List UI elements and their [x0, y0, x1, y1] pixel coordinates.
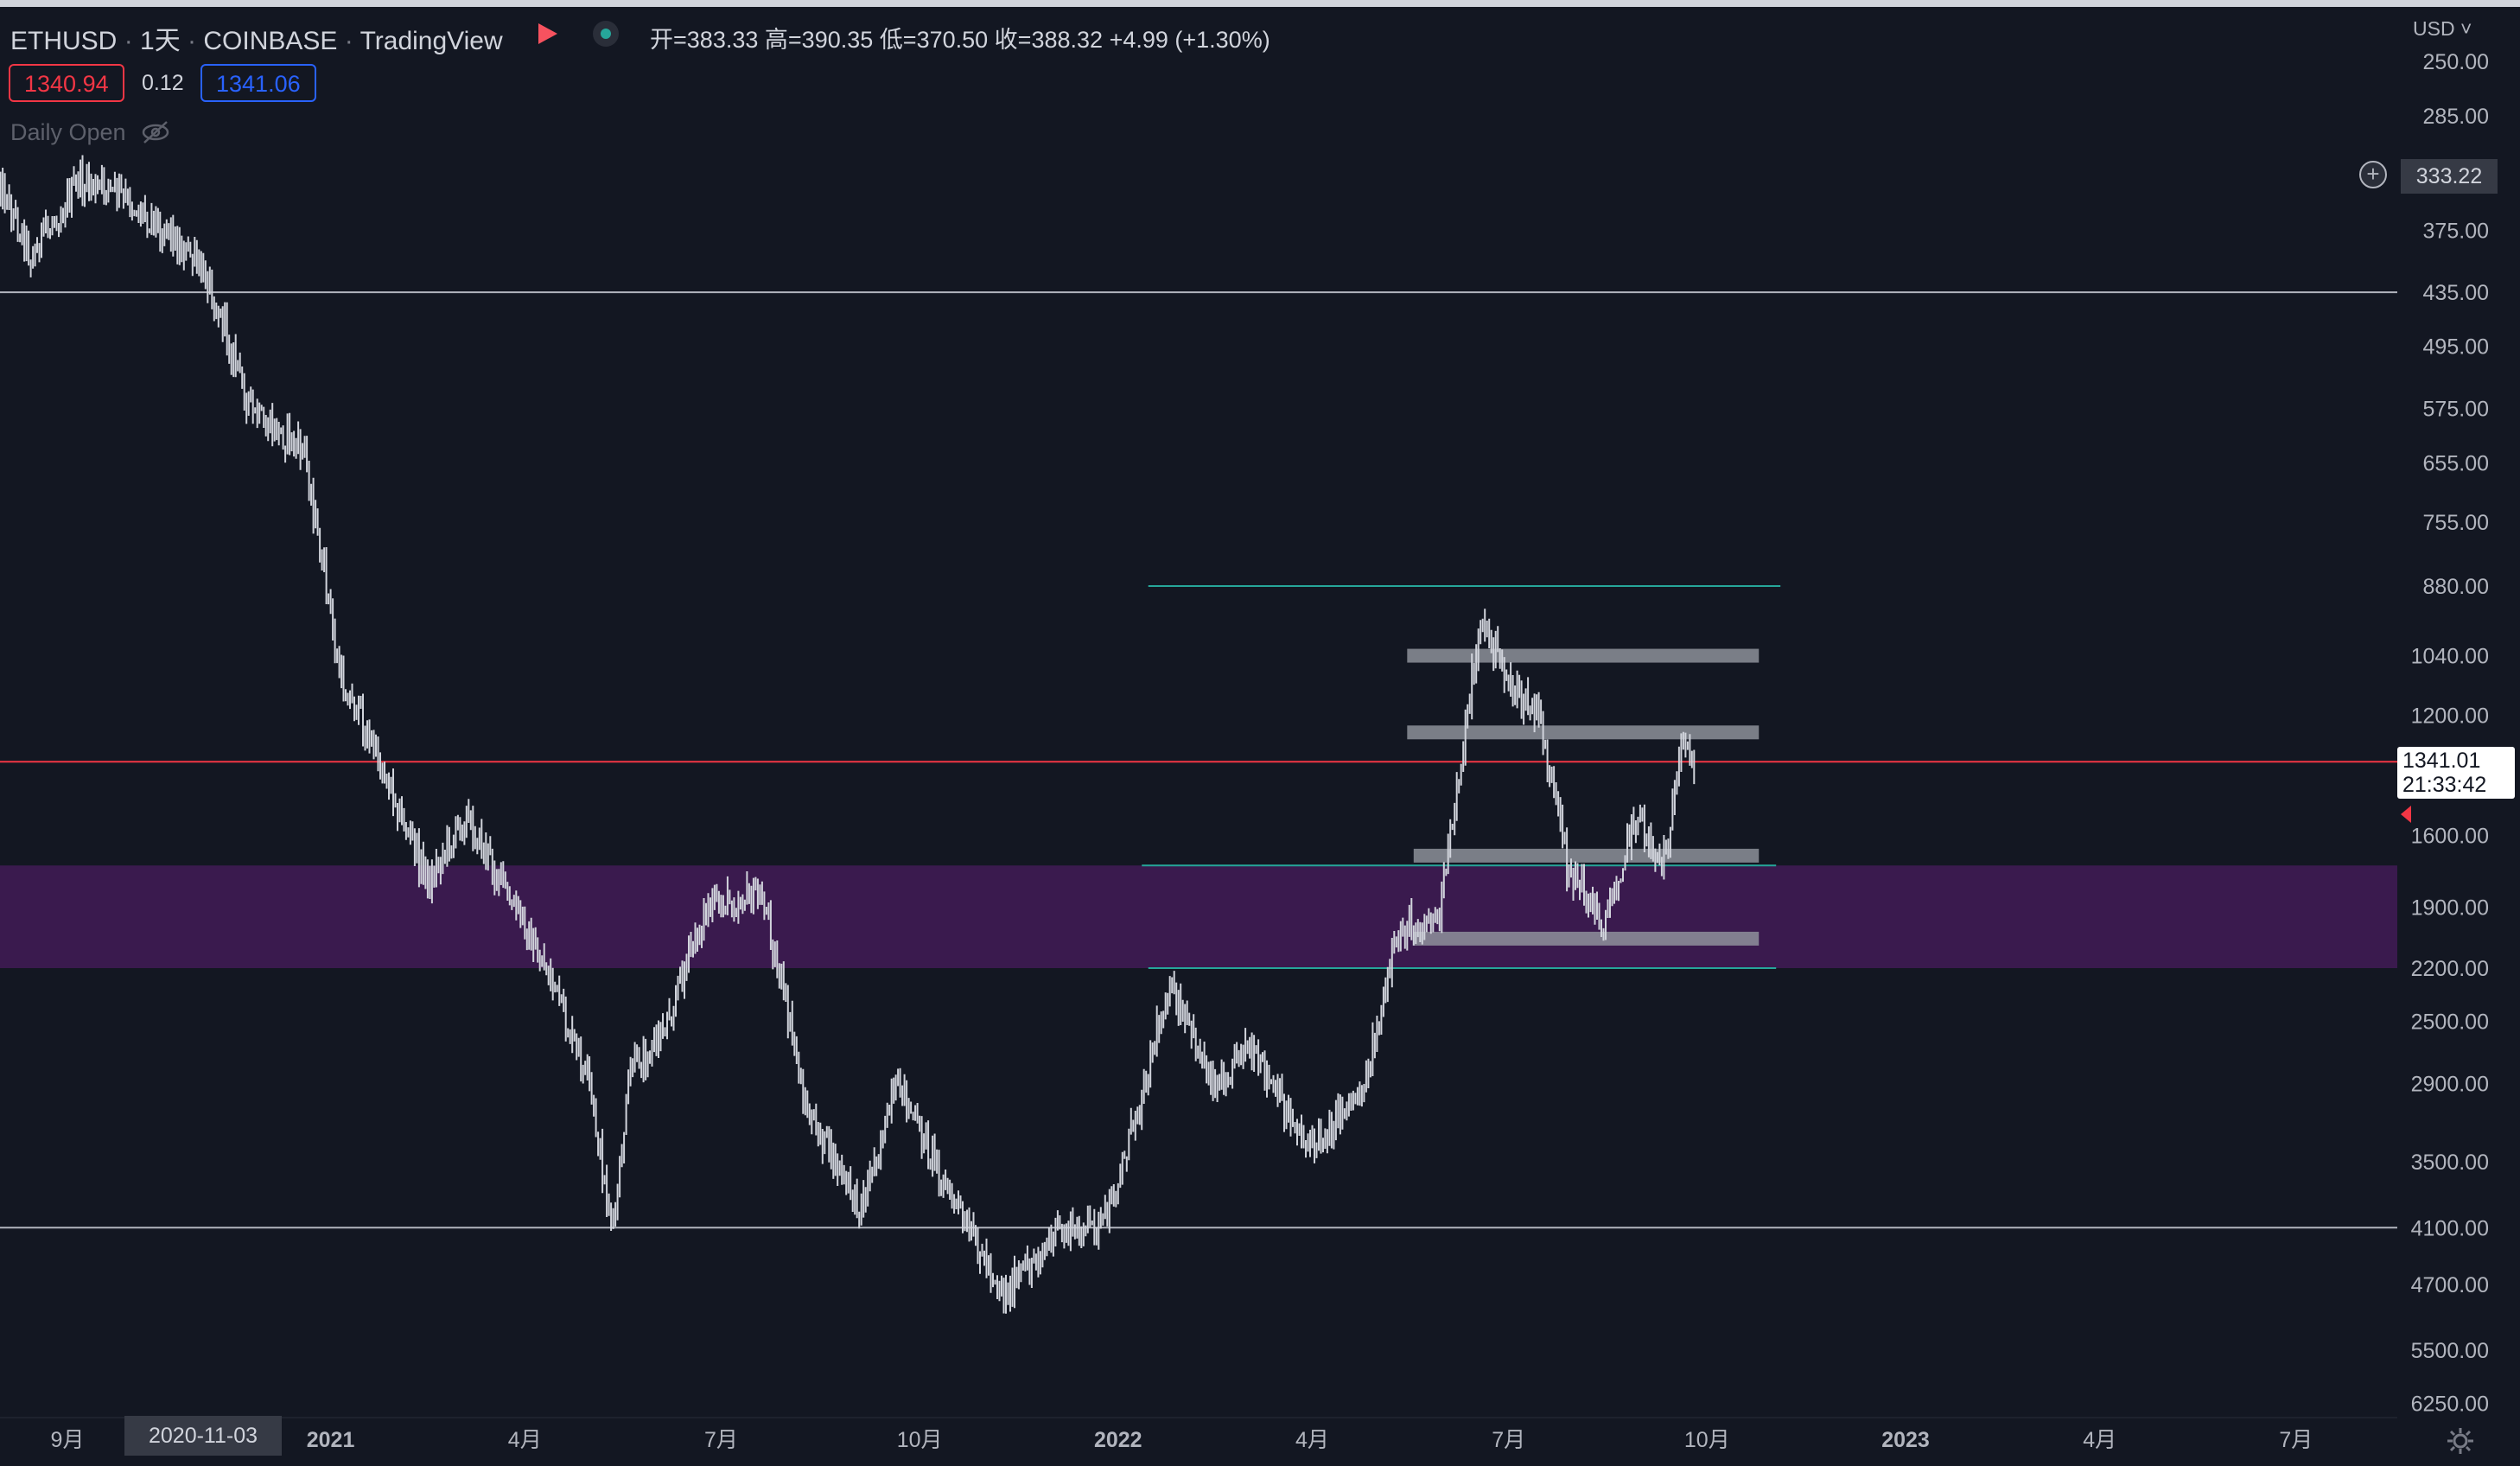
spread-value: 0.12 — [142, 71, 184, 95]
separator-dot: · — [188, 27, 204, 55]
low-label: 低= — [879, 27, 917, 53]
last-price-value: 1341.01 — [2402, 749, 2481, 773]
time-tick-label: 4月 — [1295, 1428, 1329, 1452]
open-label: 开= — [650, 27, 687, 53]
price-tick-label: 655.00 — [2423, 452, 2489, 476]
price-tick-label: 1040.00 — [2411, 645, 2489, 669]
exchange-label: COINBASE — [203, 27, 338, 55]
indicator-legend-daily-open[interactable]: Daily Open — [10, 119, 126, 145]
time-tick-label: 2021 — [307, 1428, 355, 1452]
price-tick-label: 495.00 — [2423, 335, 2489, 359]
close-label: 收= — [994, 27, 1032, 53]
symbol-name[interactable]: ETHUSD — [10, 27, 118, 55]
price-tick-label: 880.00 — [2423, 575, 2489, 599]
price-axis[interactable]: 250.00 285.00 375.00 435.00 495.00 575.00 655.… — [2397, 7, 2520, 1466]
time-axis[interactable]: 9月 2021 4月 7月 10月 2022 4月 7月 10月 2023 4月 7月 — [0, 1417, 2520, 1466]
change-value: +4.99 (+1.30%) — [1109, 27, 1270, 53]
sell-price-button[interactable]: 1340.94 — [9, 64, 124, 102]
market-status-icon[interactable] — [593, 21, 619, 47]
price-tick-label: 4700.00 — [2411, 1273, 2489, 1297]
time-tick-label: 4月 — [2083, 1428, 2116, 1452]
crosshair-date-label: 2020-11-03 — [124, 1416, 282, 1456]
hidden-eye-icon[interactable] — [140, 119, 171, 145]
buy-price-button[interactable]: 1341.06 — [200, 64, 316, 102]
alert-marker-icon[interactable] — [2401, 806, 2411, 823]
price-tick-label: 575.00 — [2423, 398, 2489, 422]
platform-label: TradingView — [360, 27, 503, 55]
time-tick-label: 2023 — [1881, 1428, 1930, 1452]
price-tick-label: 1200.00 — [2411, 704, 2489, 729]
price-tick-label: 285.00 — [2423, 105, 2489, 129]
high-label: 高= — [764, 27, 802, 53]
gear-icon[interactable] — [2446, 1426, 2475, 1456]
top-strip — [0, 0, 2520, 7]
last-price-label: 1341.01 21:33:42 — [2397, 747, 2515, 799]
horizontal-lines-layer — [0, 291, 2397, 1229]
time-tick-label: 2022 — [1094, 1428, 1142, 1452]
currency-label[interactable]: USD — [2413, 17, 2455, 40]
support-zone-rect[interactable] — [0, 865, 2397, 968]
ohlc-values: 开=383.33 高=390.35 低=370.50 收=388.32 +4.9… — [650, 21, 1270, 54]
support-zone-layer — [0, 865, 2397, 968]
separator-dot: · — [124, 27, 141, 55]
price-tick-label: 375.00 — [2423, 220, 2489, 244]
crosshair-price-label: 333.22 — [2401, 159, 2498, 194]
price-tick-label: 2900.00 — [2411, 1072, 2489, 1096]
currency-selector[interactable]: USD ˅ — [2413, 17, 2472, 41]
price-tick-label: 4100.00 — [2411, 1216, 2489, 1240]
add-alert-icon[interactable]: + — [2359, 161, 2387, 188]
time-tick-label: 7月 — [2279, 1428, 2313, 1452]
candle-wicks[interactable] — [0, 155, 1696, 1314]
price-tick-label: 250.00 — [2423, 50, 2489, 74]
bar-countdown: 21:33:42 — [2402, 773, 2487, 797]
price-tick-label: 435.00 — [2423, 281, 2489, 305]
price-tick-label: 5500.00 — [2411, 1339, 2489, 1363]
price-chart[interactable]: 250.00 285.00 375.00 435.00 495.00 575.00 655.… — [0, 7, 2520, 1466]
time-tick-label: 9月 — [51, 1428, 85, 1452]
symbol-legend[interactable]: ETHUSD · 1天 · COINBASE · TradingView — [10, 19, 503, 57]
level-rectangle[interactable] — [1413, 848, 1760, 863]
separator-dot: · — [344, 27, 360, 55]
price-tick-label: 2200.00 — [2411, 957, 2489, 981]
price-axis-bg — [2397, 7, 2520, 1466]
time-tick-label: 4月 — [508, 1428, 542, 1452]
time-tick-label: 10月 — [1684, 1428, 1730, 1452]
time-axis-bg — [0, 1418, 2520, 1466]
level-rectangle[interactable] — [1407, 648, 1760, 663]
range-lines-layer — [1142, 585, 1781, 969]
interval-label[interactable]: 1天 — [140, 27, 181, 55]
price-tick-label: 1600.00 — [2411, 824, 2489, 848]
price-tick-label: 2500.00 — [2411, 1010, 2489, 1035]
chevron-down-icon[interactable]: ˅ — [2454, 17, 2472, 40]
open-value: 383.33 — [686, 27, 759, 53]
price-tick-label: 3500.00 — [2411, 1150, 2489, 1175]
time-tick-label: 10月 — [897, 1428, 943, 1452]
level-rectangle[interactable] — [1407, 725, 1760, 740]
time-tick-label: 7月 — [1492, 1428, 1525, 1452]
close-value: 388.32 — [1031, 27, 1104, 53]
price-tick-label: 6250.00 — [2411, 1393, 2489, 1417]
price-tick-label: 755.00 — [2423, 511, 2489, 535]
high-value: 390.35 — [801, 27, 874, 53]
low-value: 370.50 — [916, 27, 989, 53]
status-dot-icon — [601, 29, 611, 39]
level-rectangle[interactable] — [1413, 931, 1760, 946]
price-tick-label: 1900.00 — [2411, 896, 2489, 920]
flag-icon[interactable] — [538, 23, 557, 44]
time-tick-label: 7月 — [704, 1428, 738, 1452]
candles-layer — [0, 155, 1696, 1314]
